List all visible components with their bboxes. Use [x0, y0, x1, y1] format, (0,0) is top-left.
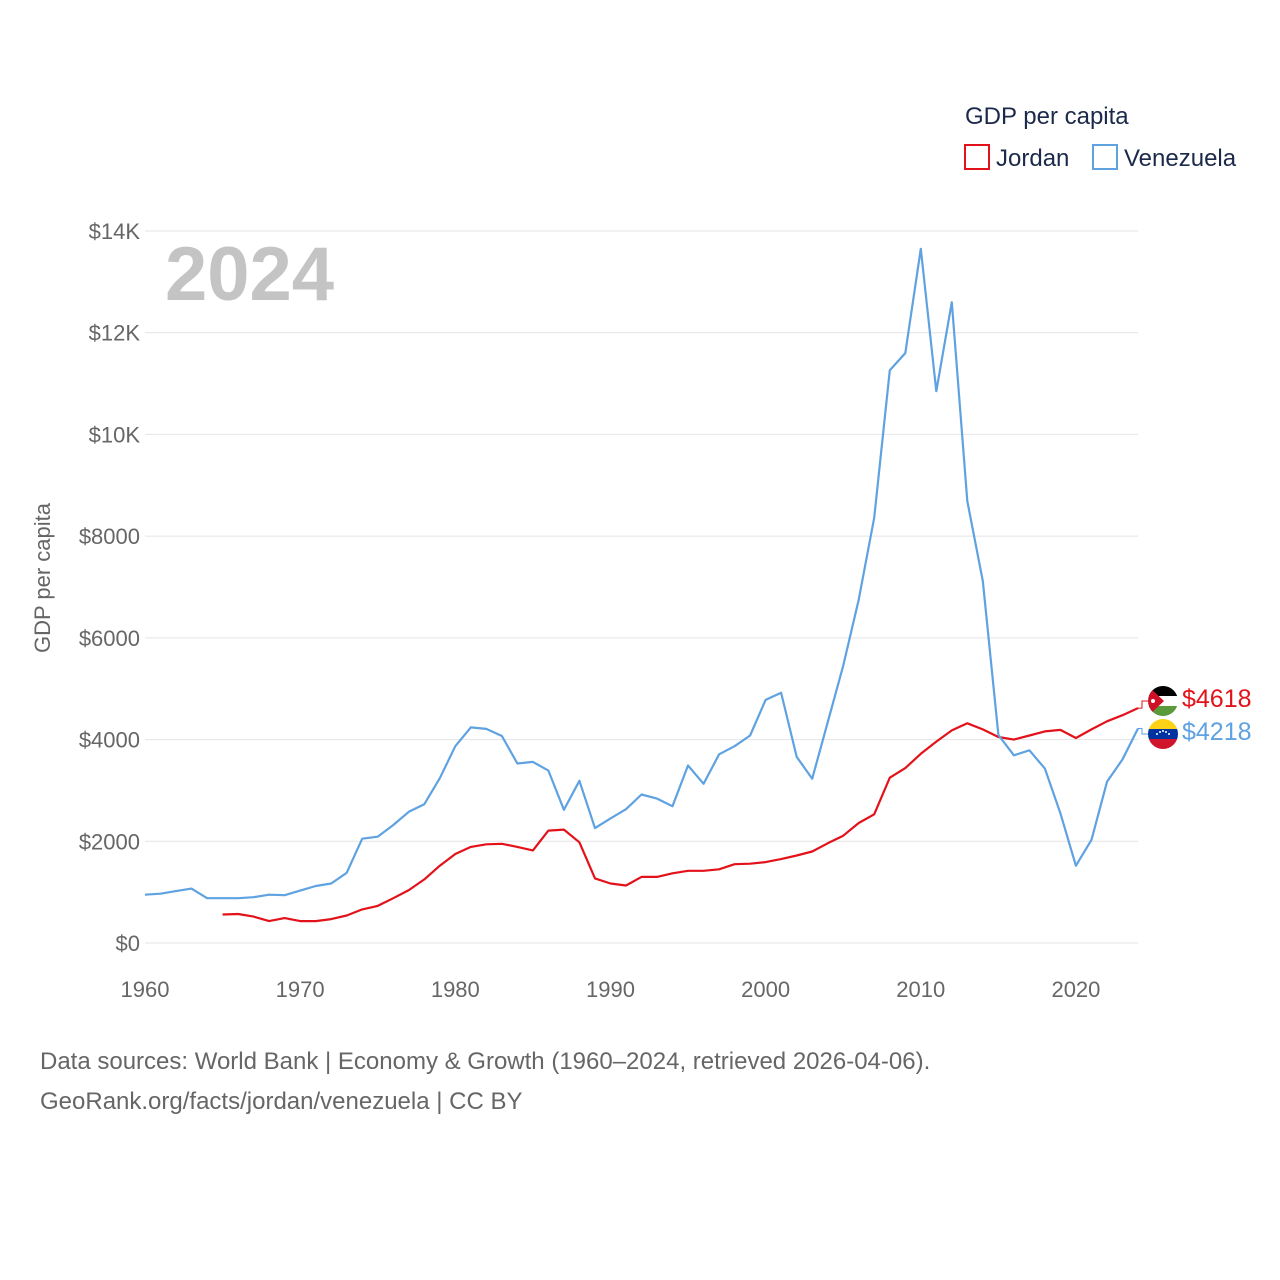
- connector-jordan: [1138, 700, 1148, 709]
- y-tick-label: $2000: [79, 829, 140, 854]
- jordan-end-label: $4618: [1182, 685, 1252, 713]
- y-tick-label: $10K: [89, 422, 141, 447]
- x-tick-label: 1980: [431, 977, 480, 1002]
- end-connectors: [1138, 700, 1148, 735]
- series-lines: [144, 247, 1139, 923]
- connector-venezuela: [1138, 727, 1148, 735]
- y-tick-label: $12K: [89, 321, 141, 346]
- series-line-venezuela[interactable]: [144, 247, 1139, 900]
- x-tick-label: 2010: [896, 977, 945, 1002]
- legend: GDP per capita Jordan Venezuela: [964, 103, 1237, 172]
- y-tick-label: $0: [116, 931, 140, 956]
- jordan-flag-icon: [1148, 686, 1178, 716]
- legend-swatch-venezuela[interactable]: [1092, 144, 1118, 170]
- x-tick-label: 1990: [586, 977, 635, 1002]
- x-tick-label: 1970: [276, 977, 325, 1002]
- y-axis-ticks: $0 $2000 $4000 $6000 $8000 $10K $12K $14K: [79, 219, 141, 956]
- grid-lines: [145, 230, 1138, 944]
- legend-label-jordan[interactable]: Jordan: [996, 145, 1069, 172]
- x-axis-ticks: 1960 1970 1980 1990 2000 2010 2020: [121, 977, 1101, 1002]
- y-tick-label: $6000: [79, 626, 140, 651]
- y-axis-title: GDP per capita: [30, 502, 55, 653]
- x-tick-label: 1960: [121, 977, 170, 1002]
- legend-label-venezuela[interactable]: Venezuela: [1124, 145, 1237, 172]
- x-tick-label: 2020: [1051, 977, 1100, 1002]
- source-line-1: Data sources: World Bank | Economy & Gro…: [40, 1048, 931, 1075]
- year-label: 2024: [165, 232, 334, 317]
- venezuela-end-label: $4218: [1182, 718, 1252, 746]
- x-tick-label: 2000: [741, 977, 790, 1002]
- y-tick-label: $4000: [79, 728, 140, 753]
- y-tick-label: $14K: [89, 219, 141, 244]
- y-tick-label: $8000: [79, 524, 140, 549]
- legend-title: GDP per capita: [965, 103, 1129, 130]
- venezuela-flag-icon: [1148, 719, 1178, 749]
- source-note: Data sources: World Bank | Economy & Gro…: [40, 1042, 930, 1122]
- legend-swatch-jordan[interactable]: [964, 144, 990, 170]
- series-line-jordan[interactable]: [222, 707, 1139, 923]
- source-line-2[interactable]: GeoRank.org/facts/jordan/venezuela | CC …: [40, 1088, 523, 1115]
